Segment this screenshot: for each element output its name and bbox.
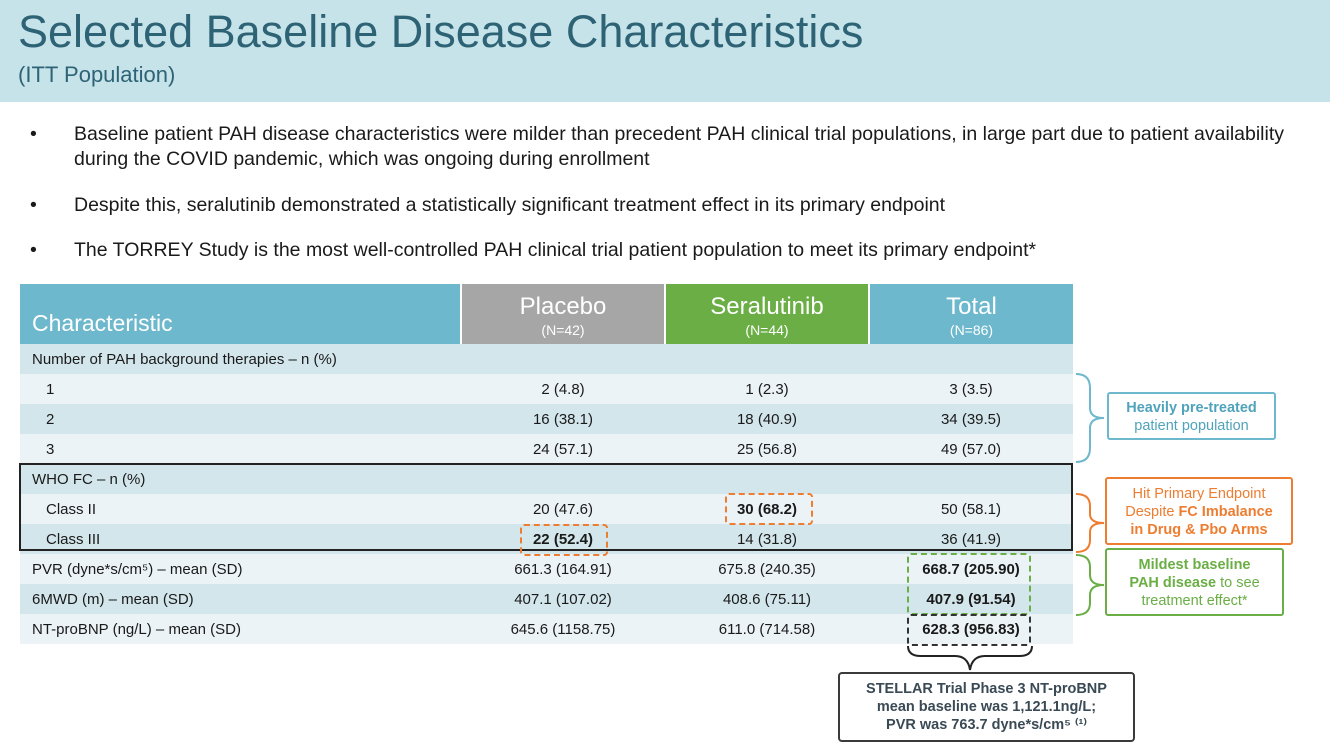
cell-placebo: 2 (4.8)	[461, 374, 665, 404]
characteristics-table: Characteristic Placebo (N=42) Seralutinib…	[20, 284, 1073, 644]
row-label: NT-proBNP (ng/L) – mean (SD)	[20, 614, 461, 644]
table-row: 2 16 (38.1) 18 (40.9) 34 (39.5)	[20, 404, 1073, 434]
highlight-total-ntprobnp	[907, 614, 1031, 646]
column-header-seralutinib: Seralutinib (N=44)	[665, 284, 870, 344]
column-header-characteristic: Characteristic	[20, 284, 462, 344]
callout-endpoint: Hit Primary Endpoint Despite FC Imbalanc…	[1105, 477, 1293, 545]
cell-placebo: 16 (38.1)	[461, 404, 665, 434]
callout-pretreated: Heavily pre-treated patient population	[1107, 392, 1276, 440]
table-row: 1 2 (4.8) 1 (2.3) 3 (3.5)	[20, 374, 1073, 404]
cell-total-highlight: 628.3 (956.83)	[869, 614, 1073, 644]
column-header-total: Total (N=86)	[869, 284, 1073, 344]
cell-total	[869, 344, 1073, 374]
table-row: NT-proBNP (ng/L) – mean (SD) 645.6 (1158…	[20, 614, 1073, 644]
bracket-pretreated	[1075, 373, 1105, 463]
column-header-placebo: Placebo (N=42)	[461, 284, 666, 344]
row-label: Number of PAH background therapies – n (…	[20, 344, 461, 374]
page-subtitle: (ITT Population)	[18, 62, 176, 87]
cell-seralutinib: 675.8 (240.35)	[665, 554, 869, 584]
row-label: 1	[20, 374, 461, 404]
table-row: Number of PAH background therapies – n (…	[20, 344, 1073, 374]
highlight-placebo-class-iii	[520, 524, 608, 556]
row-label: WHO FC – n (%)	[20, 464, 461, 494]
cell-placebo: 407.1 (107.02)	[461, 584, 665, 614]
page-title: Selected Baseline Disease Characteristic…	[18, 6, 864, 57]
table-row: WHO FC – n (%)	[20, 464, 1073, 494]
row-label: 6MWD (m) – mean (SD)	[20, 584, 461, 614]
cell-placebo: 661.3 (164.91)	[461, 554, 665, 584]
bullet-marker: •	[30, 123, 37, 145]
bullet-text: The TORREY Study is the most well-contro…	[74, 239, 1037, 261]
bullet-text: Baseline patient PAH disease characteris…	[74, 123, 1284, 170]
cell-placebo: 24 (57.1)	[461, 434, 665, 464]
bracket-stellar	[907, 645, 1033, 671]
cell-seralutinib	[665, 464, 869, 494]
table-header-row: Characteristic Placebo (N=42) Seralutinib…	[20, 284, 1073, 344]
cell-total-highlight: 407.9 (91.54)	[869, 584, 1073, 614]
who-fc-frame	[19, 463, 1073, 551]
callout-mildest: Mildest baseline PAH disease to see trea…	[1105, 548, 1284, 616]
bracket-endpoint	[1075, 493, 1105, 553]
table-row: PVR (dyne*s/cm⁵) – mean (SD) 661.3 (164.…	[20, 554, 1073, 584]
table-row: 6MWD (m) – mean (SD) 407.1 (107.02) 408.…	[20, 584, 1073, 614]
bullet-text: Despite this, seralutinib demonstrated a…	[74, 194, 946, 216]
cell-total: 50 (58.1)	[869, 494, 1073, 524]
cell-seralutinib: 1 (2.3)	[665, 374, 869, 404]
cell-seralutinib-highlight: 30 (68.2)	[665, 494, 869, 524]
cell-total: 3 (3.5)	[869, 374, 1073, 404]
row-label: PVR (dyne*s/cm⁵) – mean (SD)	[20, 554, 461, 584]
bracket-mildest	[1075, 554, 1105, 616]
title-banner: Selected Baseline Disease Characteristic…	[0, 0, 1330, 102]
highlight-seralutinib-class-ii	[725, 493, 813, 525]
bullet-marker: •	[30, 194, 37, 216]
table-row: Class II 20 (47.6) 30 (68.2) 50 (58.1)	[20, 494, 1073, 524]
cell-seralutinib: 25 (56.8)	[665, 434, 869, 464]
cell-placebo	[461, 344, 665, 374]
cell-seralutinib: 18 (40.9)	[665, 404, 869, 434]
cell-total	[869, 464, 1073, 494]
row-label: 2	[20, 404, 461, 434]
cell-total: 49 (57.0)	[869, 434, 1073, 464]
table-row: 3 24 (57.1) 25 (56.8) 49 (57.0)	[20, 434, 1073, 464]
cell-seralutinib	[665, 344, 869, 374]
cell-seralutinib: 611.0 (714.58)	[665, 614, 869, 644]
highlight-total-pvr-6mwd	[907, 553, 1031, 615]
callout-stellar: STELLAR Trial Phase 3 NT-proBNP mean bas…	[838, 672, 1135, 742]
cell-placebo: 20 (47.6)	[461, 494, 665, 524]
cell-seralutinib: 408.6 (75.11)	[665, 584, 869, 614]
cell-total-highlight: 668.7 (205.90)	[869, 554, 1073, 584]
cell-total: 34 (39.5)	[869, 404, 1073, 434]
bullet-marker: •	[30, 239, 37, 261]
cell-placebo: 645.6 (1158.75)	[461, 614, 665, 644]
cell-placebo	[461, 464, 665, 494]
row-label: 3	[20, 434, 461, 464]
row-label: Class II	[20, 494, 461, 524]
